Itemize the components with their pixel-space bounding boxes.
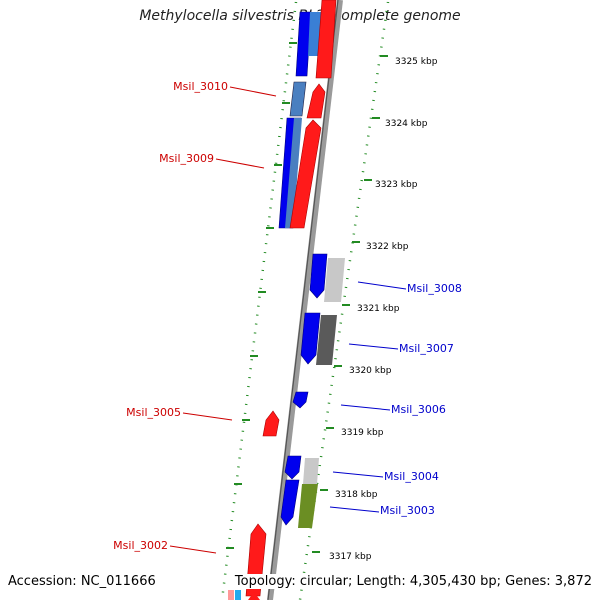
gene-arrow[interactable] — [292, 391, 309, 409]
gene-arrow[interactable] — [303, 458, 319, 484]
accession-label: Accession: NC_011666 — [8, 574, 156, 589]
scale-labels: 3325 kbp 3324 kbp 3323 kbp 3322 kbp 3321… — [329, 57, 438, 562]
gene-arrow[interactable] — [298, 484, 318, 528]
gene-arrow[interactable] — [289, 81, 307, 117]
gene-label[interactable]: Msil_3008 — [407, 282, 462, 295]
topology-label: Topology: circular; Length: 4,305,430 bp… — [230, 574, 592, 589]
right-gene-labels[interactable]: Msil_3008 Msil_3007 Msil_3006 Msil_3004 … — [380, 282, 462, 517]
gene-label[interactable]: Msil_3002 — [113, 539, 168, 552]
scale-label: 3317 kbp — [329, 552, 372, 562]
gene-label[interactable]: Msil_3010 — [173, 80, 228, 93]
gene-arrow[interactable] — [309, 253, 328, 299]
left-gene-labels[interactable]: Msil_3010 Msil_3009 Msil_3005 Msil_3002 — [113, 80, 228, 552]
gene-label[interactable]: Msil_3007 — [399, 342, 454, 355]
gene-arrow[interactable] — [235, 590, 241, 600]
scale-label: 3324 kbp — [385, 119, 428, 129]
major-ticks — [226, 42, 388, 553]
gene-arrow[interactable] — [295, 11, 312, 77]
gene-arrow[interactable] — [315, 0, 337, 79]
gene-arrow[interactable] — [306, 83, 326, 119]
scale-label: 3321 kbp — [357, 304, 400, 314]
scale-label: 3319 kbp — [341, 428, 384, 438]
gene-label[interactable]: Msil_3004 — [384, 470, 439, 483]
scale-label: 3325 kbp — [395, 57, 438, 67]
right-leader-lines — [329, 281, 407, 513]
gene-arrow[interactable] — [248, 592, 260, 600]
gene-arrow[interactable] — [289, 119, 322, 229]
scale-label: 3323 kbp — [375, 180, 418, 190]
gene-features[interactable] — [228, 0, 345, 600]
gene-label[interactable]: Msil_3003 — [380, 504, 435, 517]
gene-label[interactable]: Msil_3005 — [126, 406, 181, 419]
genome-backbone — [267, 0, 343, 600]
scale-label: 3318 kbp — [335, 490, 378, 500]
gene-arrow[interactable] — [228, 590, 234, 600]
gene-arrow[interactable] — [280, 479, 300, 526]
gene-arrow[interactable] — [284, 455, 302, 480]
scale-label: 3320 kbp — [349, 366, 392, 376]
scale-label: 3322 kbp — [366, 242, 409, 252]
left-leader-lines — [169, 86, 277, 554]
gene-label[interactable]: Msil_3006 — [391, 403, 446, 416]
gene-arrow[interactable] — [285, 118, 302, 228]
gene-arrow[interactable] — [262, 410, 280, 437]
gene-arrow[interactable] — [300, 312, 321, 365]
gene-label[interactable]: Msil_3009 — [159, 152, 214, 165]
gene-arrow[interactable] — [324, 258, 345, 302]
gene-arrow[interactable] — [316, 315, 337, 365]
